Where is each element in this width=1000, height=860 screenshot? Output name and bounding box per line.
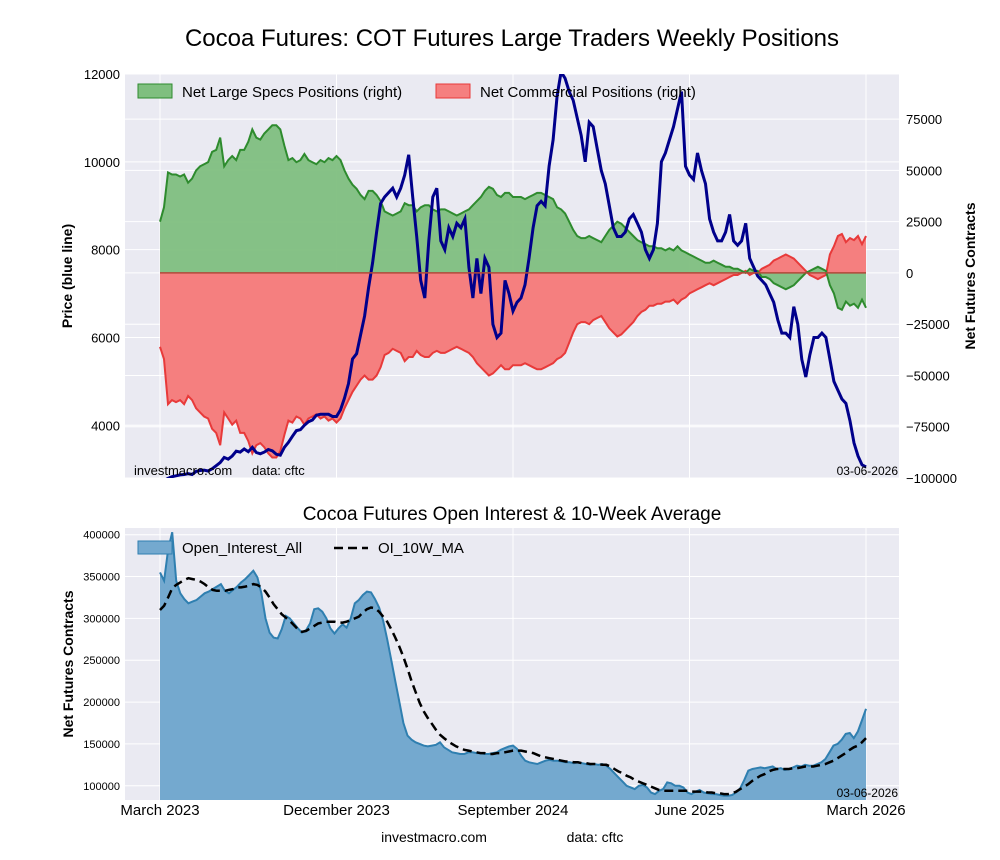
- price-axis-label: Price (blue line): [59, 224, 75, 328]
- open-interest-axis-ticks: 100000 150000 200000 250000 300000 350000 4000…: [83, 530, 120, 793]
- net-large-specs-area: [160, 125, 866, 310]
- legend-label-specs: Net Large Specs Positions (right): [182, 84, 402, 101]
- open-interest-line: [159, 531, 867, 797]
- open-interest-area: [160, 532, 866, 800]
- positions-date-label: 03-06-2026: [837, 464, 899, 478]
- net-tick-label: −25000: [906, 317, 950, 332]
- positions-watermark: investmacro.com: [134, 463, 232, 478]
- oi-tick-label: 100000: [83, 781, 120, 793]
- net-tick-label: −75000: [906, 420, 950, 435]
- figure-title: Cocoa Futures: COT Futures Large Traders…: [185, 25, 839, 52]
- legend-label-commercial: Net Commercial Positions (right): [480, 84, 696, 101]
- oi-tick-label: 350000: [83, 572, 120, 584]
- open-interest-series: [159, 531, 867, 800]
- footer-site: investmacro.com: [381, 829, 487, 845]
- legend-swatch-specs: [137, 83, 173, 99]
- oi-tick-label: 400000: [83, 530, 120, 542]
- net-tick-label: 50000: [906, 163, 942, 178]
- date-tick-label: September 2024: [458, 802, 569, 819]
- positions-chart: 4000 6000 8000 10000 12000 −100000 −75000 −500…: [59, 67, 978, 486]
- date-axis-ticks: March 2023 December 2023 September 2024 Jun…: [120, 802, 905, 819]
- oi-tick-label: 250000: [83, 655, 120, 667]
- oi-tick-label: 200000: [83, 697, 120, 709]
- open-interest-date-label: 03-06-2026: [837, 786, 899, 800]
- legend-label-ma: OI_10W_MA: [378, 540, 464, 557]
- oi-10w-ma-line: [159, 576, 867, 796]
- positions-legend: Net Large Specs Positions (right) Net Co…: [137, 83, 696, 101]
- net-tick-label: −100000: [906, 471, 957, 486]
- price-tick-label: 12000: [84, 67, 120, 82]
- open-interest-chart: Cocoa Futures Open Interest & 10-Week Av…: [60, 504, 906, 819]
- oi-tick-label: 150000: [83, 739, 120, 751]
- date-tick-label: June 2025: [654, 802, 724, 819]
- net-tick-label: −50000: [906, 368, 950, 383]
- price-tick-label: 8000: [91, 243, 120, 258]
- price-tick-label: 6000: [91, 330, 120, 345]
- legend-label-open-interest: Open_Interest_All: [182, 540, 302, 557]
- price-line: [165, 74, 867, 478]
- date-tick-label: December 2023: [283, 802, 390, 819]
- date-tick-label: March 2023: [120, 802, 199, 819]
- net-tick-label: 75000: [906, 112, 942, 127]
- date-tick-label: March 2026: [826, 802, 905, 819]
- legend-swatch-open-interest: [137, 540, 173, 555]
- price-tick-label: 10000: [84, 155, 120, 170]
- net-large-specs-line: [159, 124, 867, 312]
- footer-source: data: cftc: [567, 829, 624, 845]
- price-axis-ticks: 4000 6000 8000 10000 12000: [84, 67, 120, 433]
- net-contracts-axis-ticks: −100000 −75000 −50000 −25000 0 25000 50000 7500…: [906, 112, 957, 486]
- net-contracts-axis-label: Net Futures Contracts: [962, 202, 978, 349]
- open-interest-axis-label: Net Futures Contracts: [60, 590, 76, 737]
- net-commercial-area: [160, 234, 866, 458]
- legend-swatch-commercial: [435, 83, 471, 99]
- oi-tick-label: 300000: [83, 613, 120, 625]
- positions-series: [159, 74, 867, 478]
- net-tick-label: 0: [906, 266, 913, 281]
- positions-source: data: cftc: [252, 463, 305, 478]
- open-interest-title: Cocoa Futures Open Interest & 10-Week Av…: [303, 504, 722, 525]
- open-interest-legend: Open_Interest_All OI_10W_MA: [137, 540, 464, 557]
- net-tick-label: 25000: [906, 215, 942, 230]
- price-tick-label: 4000: [91, 418, 120, 433]
